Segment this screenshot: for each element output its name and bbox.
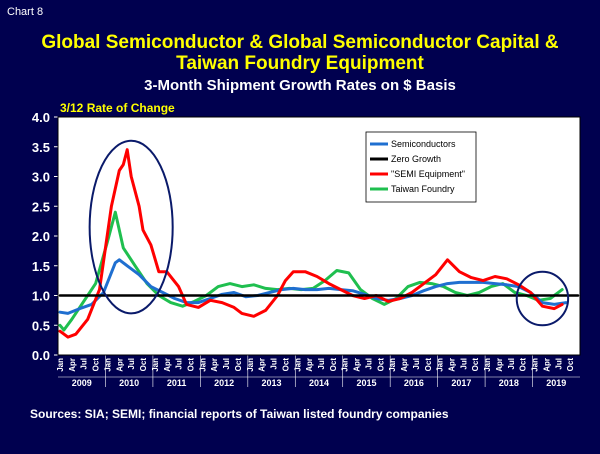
legend-label: "SEMI Equipment" <box>391 169 465 179</box>
x-tick-label: Jul <box>222 358 231 370</box>
x-tick-label: Apr <box>353 358 362 372</box>
x-tick-label: Jul <box>80 358 89 370</box>
x-year-label: 2018 <box>499 378 519 388</box>
x-tick-label: Oct <box>329 358 338 372</box>
highlight-circle <box>515 270 570 327</box>
series-line-semiconductors <box>58 258 568 315</box>
source-note: Sources: SIA; SEMI; financial reports of… <box>30 407 449 421</box>
x-year-label: 2012 <box>214 378 234 388</box>
x-year-label: 2016 <box>404 378 424 388</box>
x-tick-label: Apr <box>115 358 124 372</box>
chart-subtitle: 3-Month Shipment Growth Rates on $ Basis <box>144 77 456 94</box>
x-tick-label: Apr <box>542 358 551 372</box>
x-year-label: 2009 <box>72 378 92 388</box>
chart-number-label: Chart 8 <box>7 6 44 18</box>
x-tick-label: Apr <box>68 358 77 372</box>
x-year-label: 2015 <box>356 378 376 388</box>
chart-title-line-1: Global Semiconductor & Global Semiconduc… <box>41 32 559 53</box>
x-tick-label: Jan <box>341 358 350 372</box>
x-tick-label: Oct <box>139 358 148 372</box>
x-year-label: 2017 <box>451 378 471 388</box>
y-tick-label: 4.0 <box>32 110 50 125</box>
y-axis-ticks: 0.0 0.5 1.0 1.5 2.0 2.5 3.0 3.5 4.0 <box>32 110 58 363</box>
x-tick-label: Apr <box>163 358 172 372</box>
highlight-circles <box>88 139 570 327</box>
x-tick-label: Jan <box>56 358 65 372</box>
y-tick-label: 2.5 <box>32 199 50 214</box>
plot-area <box>58 117 580 355</box>
x-tick-label: Oct <box>376 358 385 372</box>
x-tick-label: Apr <box>447 358 456 372</box>
x-year-label: 2014 <box>309 378 329 388</box>
x-year-label: 2019 <box>546 378 566 388</box>
y-tick-label: 0.5 <box>32 318 50 333</box>
x-tick-label: Jan <box>198 358 207 372</box>
x-tick-label: Apr <box>258 358 267 372</box>
x-year-label: 2013 <box>262 378 282 388</box>
legend-label: Zero Growth <box>391 154 441 164</box>
x-tick-label: Oct <box>281 358 290 372</box>
legend: Semiconductors Zero Growth "SEMI Equipment… <box>365 131 477 203</box>
x-tick-label: Jul <box>412 358 421 370</box>
x-tick-label: Jul <box>364 358 373 370</box>
series-line-semi-equipment <box>58 148 564 339</box>
x-tick-label: Jul <box>175 358 184 370</box>
series-lines <box>58 148 580 339</box>
x-tick-label: Oct <box>566 358 575 372</box>
x-tick-label: Apr <box>305 358 314 372</box>
x-tick-label: Jan <box>436 358 445 372</box>
plot-border <box>57 116 581 356</box>
legend-label: Semiconductors <box>391 139 456 149</box>
x-tick-label: Oct <box>186 358 195 372</box>
x-year-label: 2010 <box>119 378 139 388</box>
x-tick-label: Jan <box>246 358 255 372</box>
x-tick-label: Apr <box>495 358 504 372</box>
x-tick-label: Jul <box>127 358 136 370</box>
y-tick-label: 1.0 <box>32 289 50 304</box>
x-tick-label: Jan <box>293 358 302 372</box>
x-tick-label: Oct <box>471 358 480 372</box>
x-tick-label: Jul <box>459 358 468 370</box>
x-tick-label: Jan <box>388 358 397 372</box>
x-tick-label: Jul <box>554 358 563 370</box>
x-tick-label: Oct <box>519 358 528 372</box>
x-tick-label: Jan <box>103 358 112 372</box>
highlight-circle <box>88 139 174 315</box>
chart-title-line-2: Taiwan Foundry Equipment <box>176 53 424 74</box>
y-axis-label: 3/12 Rate of Change <box>60 101 175 115</box>
x-tick-label: Jan <box>151 358 160 372</box>
x-year-label: 2011 <box>167 378 187 388</box>
x-tick-label: Apr <box>210 358 219 372</box>
x-tick-label: Oct <box>234 358 243 372</box>
x-tick-label: Oct <box>92 358 101 372</box>
y-tick-label: 3.5 <box>32 140 50 155</box>
x-tick-label: Jul <box>317 358 326 370</box>
legend-label: Taiwan Foundry <box>391 184 455 194</box>
x-tick-label: Jul <box>507 358 516 370</box>
y-tick-label: 3.0 <box>32 170 50 185</box>
x-tick-label: Jul <box>270 358 279 370</box>
x-tick-label: Oct <box>424 358 433 372</box>
x-tick-label: Jan <box>531 358 540 372</box>
y-tick-label: 2.0 <box>32 229 50 244</box>
y-tick-label: 1.5 <box>32 259 50 274</box>
y-tick-label: 0.0 <box>32 348 50 363</box>
x-tick-label: Apr <box>400 358 409 372</box>
x-tick-label: Jan <box>483 358 492 372</box>
